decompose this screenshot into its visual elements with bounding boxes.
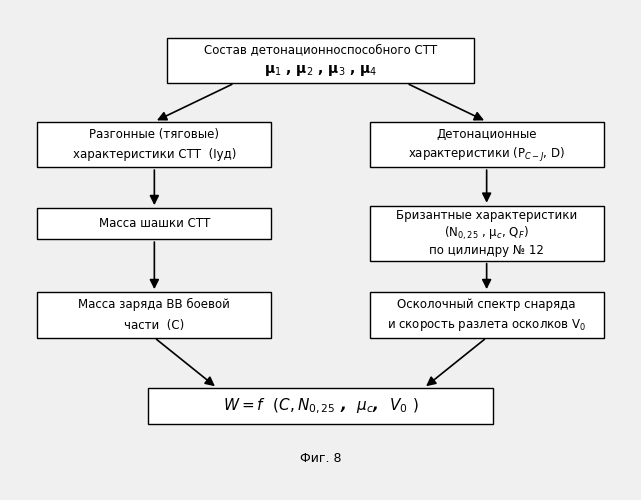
FancyBboxPatch shape [167, 38, 474, 83]
Text: $W=f$  $( C, N_{0,25}$ ,  $\mu_c$,  $V_0$ $)$: $W=f$ $( C, N_{0,25}$ , $\mu_c$, $V_0$ $… [222, 396, 419, 415]
Text: Детонационные: Детонационные [437, 128, 537, 140]
Text: Разгонные (тяговые): Разгонные (тяговые) [89, 128, 219, 140]
Text: по цилиндру № 12: по цилиндру № 12 [429, 244, 544, 257]
FancyBboxPatch shape [370, 122, 604, 167]
Text: Бризантные характеристики: Бризантные характеристики [396, 210, 578, 222]
Text: части  (С): части (С) [124, 318, 185, 332]
FancyBboxPatch shape [370, 206, 604, 261]
Text: (N$_{0,25}$ , μ$_c$, Q$_F$): (N$_{0,25}$ , μ$_c$, Q$_F$) [444, 224, 529, 242]
FancyBboxPatch shape [37, 122, 271, 167]
Text: μ$_1$ , μ$_2$ , μ$_3$ , μ$_4$: μ$_1$ , μ$_2$ , μ$_3$ , μ$_4$ [263, 64, 378, 78]
FancyBboxPatch shape [148, 388, 493, 424]
FancyBboxPatch shape [37, 292, 271, 338]
Text: Осколочный спектр снаряда: Осколочный спектр снаряда [397, 298, 576, 311]
Text: и скорость разлета осколков V$_0$: и скорость разлета осколков V$_0$ [387, 317, 587, 333]
Text: Фиг. 8: Фиг. 8 [300, 452, 341, 466]
Text: Состав детонационноспособного СТТ: Состав детонационноспособного СТТ [204, 44, 437, 57]
FancyBboxPatch shape [370, 292, 604, 338]
Text: характеристики СТТ  (Iуд): характеристики СТТ (Iуд) [72, 148, 236, 162]
Text: характеристики (P$_{C-J}$, D): характеристики (P$_{C-J}$, D) [408, 146, 565, 164]
Text: Масса шашки СТТ: Масса шашки СТТ [99, 217, 210, 230]
FancyBboxPatch shape [37, 208, 271, 239]
Text: Масса заряда ВВ боевой: Масса заряда ВВ боевой [78, 298, 230, 311]
